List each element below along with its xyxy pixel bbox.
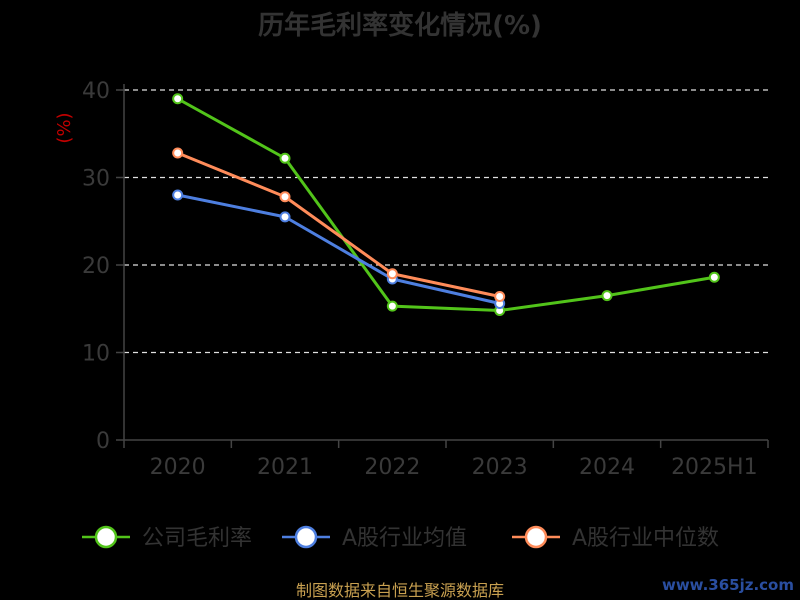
data-point (172, 93, 184, 105)
x-tick-label: 2020 (150, 455, 206, 480)
data-point (172, 189, 184, 201)
data-point (279, 211, 291, 223)
axes: 0 10 20 30 40 2020 2021 2022 2023 2024 2025H1 (82, 79, 769, 480)
y-tick-label: 0 (96, 429, 110, 454)
series-0 (172, 93, 720, 316)
legend-item: A股行业中位数 (512, 525, 719, 551)
y-axis-label: (%) (54, 112, 75, 143)
series-line (176, 97, 715, 312)
x-tick-label: 2023 (472, 455, 528, 480)
y-tick-label: 30 (82, 167, 110, 192)
legend-label: A股行业中位数 (572, 526, 719, 551)
x-tick-label: 2024 (579, 455, 635, 480)
legend-item: A股行业均值 (282, 525, 467, 551)
series-2 (172, 147, 506, 302)
watermark: www.365jz.com (662, 576, 794, 594)
data-point (279, 191, 291, 203)
chart-title: 历年毛利率变化情况(%) (258, 10, 542, 41)
series-group (172, 93, 720, 316)
x-tick-label: 2021 (257, 455, 313, 480)
legend-label: 公司毛利率 (142, 526, 252, 551)
data-point (386, 268, 398, 280)
legend-marker (294, 525, 318, 549)
data-point (386, 300, 398, 312)
data-point (601, 290, 613, 302)
series-line (177, 151, 500, 298)
y-tick-label: 10 (82, 342, 110, 367)
legend-marker (524, 525, 548, 549)
y-tick-label: 40 (82, 79, 110, 104)
series-1 (172, 189, 506, 309)
legend: 公司毛利率 A股行业均值 A股行业中位数 (82, 525, 719, 551)
x-tick-label: 2025H1 (671, 455, 758, 480)
data-point (494, 291, 506, 302)
source-note: 制图数据来自恒生聚源数据库 (296, 581, 504, 600)
legend-marker (94, 525, 118, 549)
grid-lines (124, 89, 768, 354)
data-point (172, 147, 184, 159)
y-tick-label: 20 (82, 254, 110, 279)
data-point (708, 271, 720, 283)
legend-item: 公司毛利率 (82, 525, 252, 551)
series-line (177, 193, 501, 305)
x-tick-label: 2022 (364, 455, 420, 480)
legend-label: A股行业均值 (342, 526, 467, 551)
data-point (279, 152, 291, 164)
